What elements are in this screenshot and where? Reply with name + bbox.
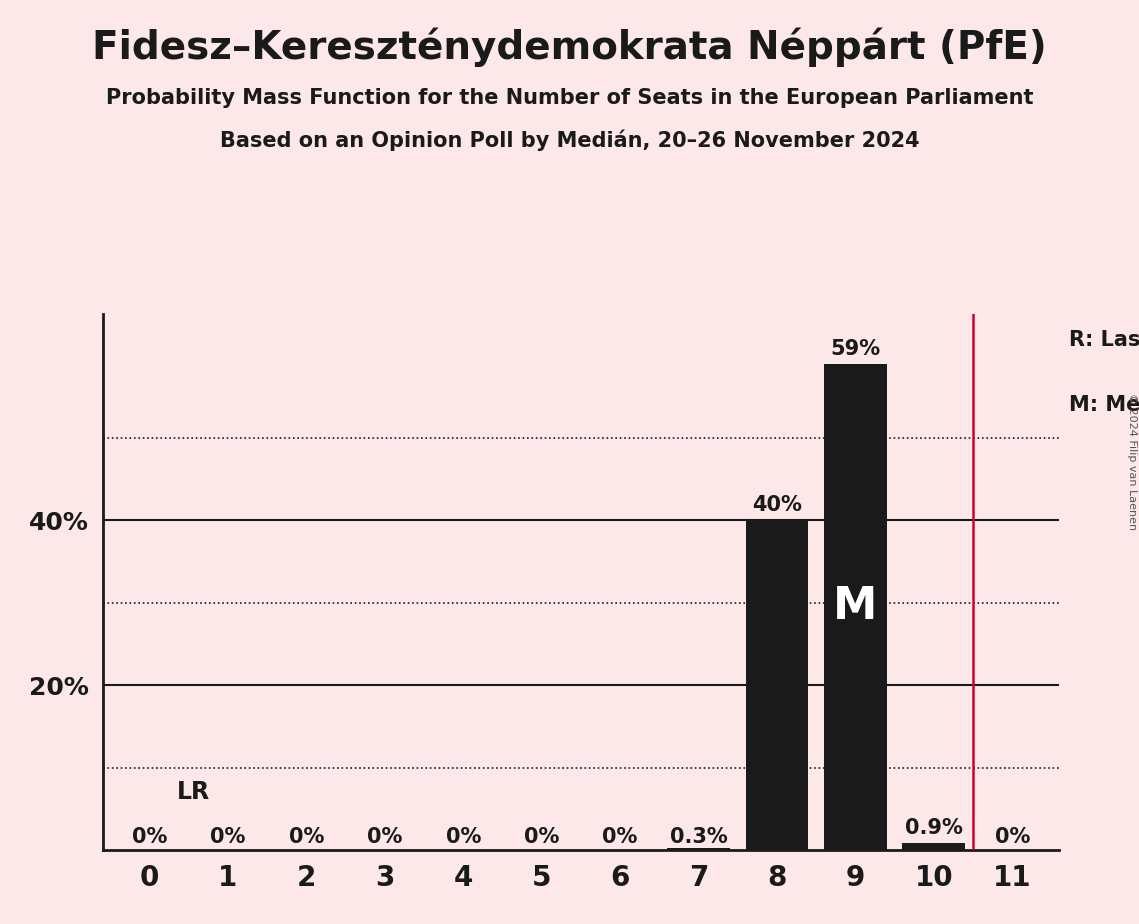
Text: 40%: 40%	[752, 495, 802, 516]
Text: © 2024 Filip van Laenen: © 2024 Filip van Laenen	[1126, 394, 1137, 530]
Bar	[902, 843, 965, 850]
Text: Based on an Opinion Poll by Medián, 20–26 November 2024: Based on an Opinion Poll by Medián, 20–2…	[220, 129, 919, 151]
Text: 0%: 0%	[445, 827, 481, 846]
Text: 59%: 59%	[830, 339, 880, 359]
Text: 0.9%: 0.9%	[904, 818, 962, 838]
Text: 0%: 0%	[994, 827, 1030, 846]
Text: M: Median: M: Median	[1068, 395, 1139, 415]
Text: LR: LR	[177, 780, 210, 804]
Text: M: M	[834, 586, 877, 628]
Text: 0%: 0%	[524, 827, 559, 846]
Text: 0%: 0%	[211, 827, 246, 846]
Bar	[823, 364, 887, 850]
Bar	[746, 520, 809, 850]
Text: 0.3%: 0.3%	[670, 827, 728, 846]
Text: 0%: 0%	[367, 827, 402, 846]
Text: Fidesz–Kereszténydemokrata Néppárt (PfE): Fidesz–Kereszténydemokrata Néppárt (PfE)	[92, 28, 1047, 67]
Bar	[667, 847, 730, 850]
Text: 0%: 0%	[288, 827, 325, 846]
Text: 0%: 0%	[603, 827, 638, 846]
Text: 0%: 0%	[132, 827, 167, 846]
Text: Probability Mass Function for the Number of Seats in the European Parliament: Probability Mass Function for the Number…	[106, 88, 1033, 108]
Text: R: Last Result: R: Last Result	[1068, 330, 1139, 350]
